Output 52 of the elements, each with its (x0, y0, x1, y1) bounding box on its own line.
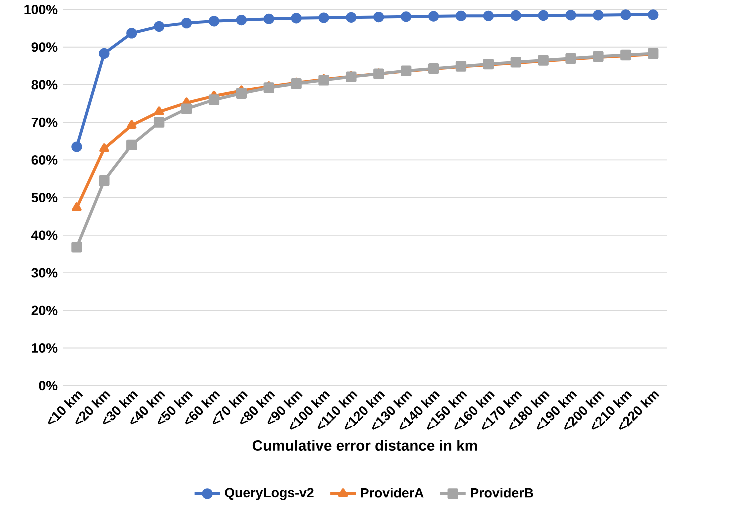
legend-label: ProviderB (471, 488, 534, 498)
point (593, 10, 604, 21)
y-tick-label: 60% (32, 156, 58, 166)
point (538, 10, 549, 22)
point (154, 106, 164, 116)
legend-label: ProviderA (361, 488, 424, 498)
point (72, 242, 82, 253)
point (483, 11, 494, 22)
point (428, 11, 440, 22)
point (264, 14, 274, 25)
y-tick-label: 0% (39, 381, 58, 391)
y-tick-label: 30% (32, 268, 58, 278)
point (181, 18, 192, 29)
point (208, 16, 220, 27)
point (264, 82, 274, 94)
point (291, 13, 302, 24)
point (620, 10, 632, 21)
y-tick-label: 70% (32, 118, 58, 128)
point (648, 10, 659, 21)
point (236, 88, 248, 100)
point (126, 140, 138, 151)
y-tick-label: 20% (32, 306, 58, 316)
point (72, 202, 82, 212)
point (126, 28, 138, 39)
y-tick-label: 90% (32, 42, 58, 52)
point (99, 176, 110, 186)
point (346, 12, 357, 24)
point (456, 11, 467, 22)
legend-label: QueryLogs-v2 (225, 488, 314, 501)
point (346, 72, 357, 83)
point (291, 78, 302, 90)
point (154, 22, 165, 32)
point (566, 10, 576, 21)
point (374, 12, 384, 23)
point (510, 10, 522, 22)
point (401, 12, 412, 22)
y-tick-label: 80% (32, 80, 58, 90)
point (99, 48, 110, 60)
point (72, 142, 82, 153)
point (100, 144, 110, 153)
point (208, 94, 220, 106)
y-tick-label: 10% (32, 344, 58, 354)
point (181, 104, 192, 115)
point (127, 120, 137, 130)
x-axis-title: Cumulative error distance in km (252, 440, 478, 452)
point (318, 12, 330, 24)
y-tick-label: 50% (32, 193, 58, 203)
point (236, 15, 248, 26)
point (318, 75, 330, 86)
point (154, 117, 165, 128)
y-tick-label: 100% (24, 5, 58, 15)
y-tick-label: 40% (32, 230, 58, 240)
